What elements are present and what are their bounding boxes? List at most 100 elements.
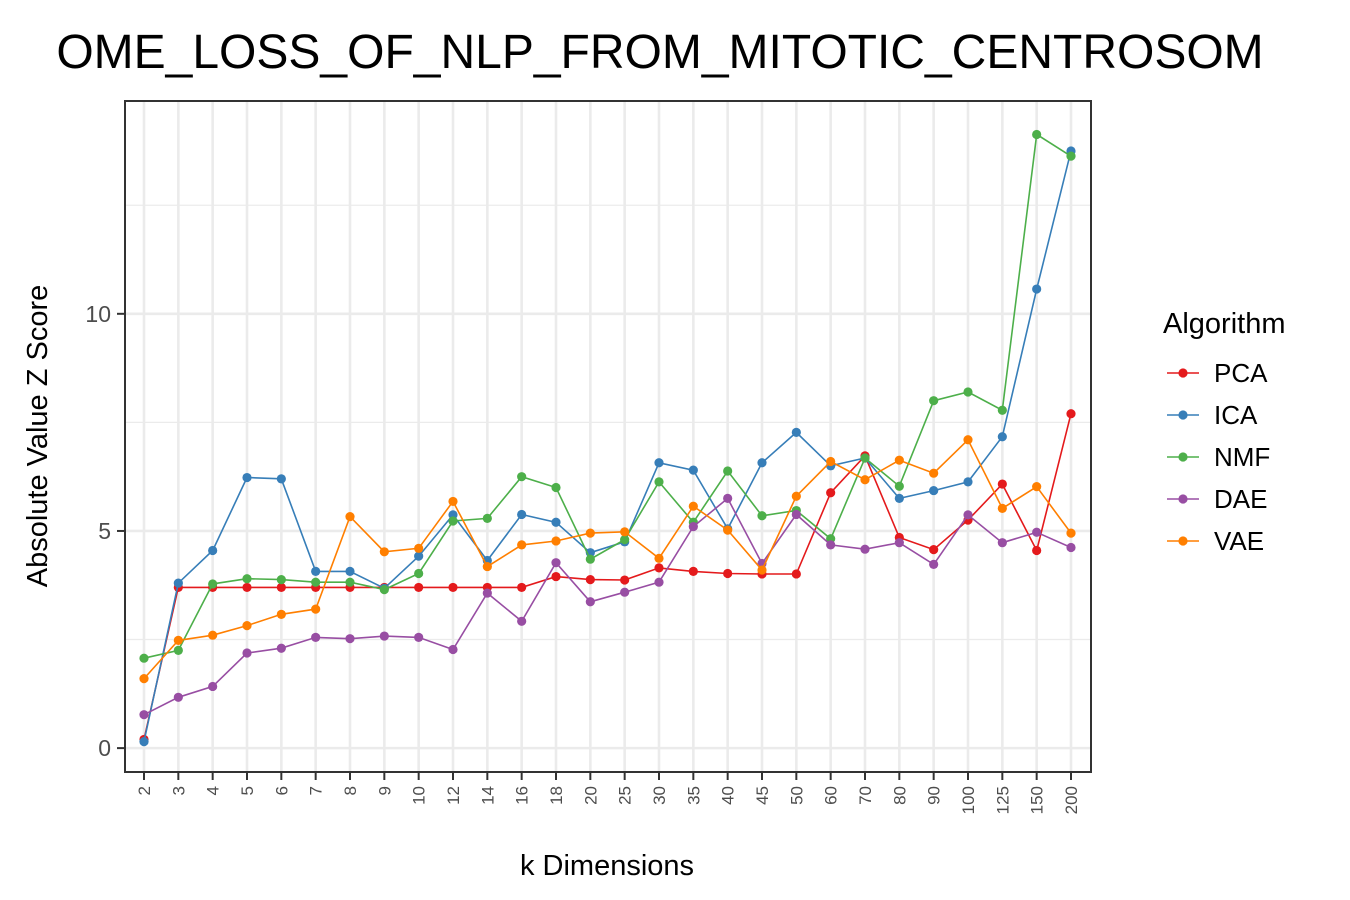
data-point-vae xyxy=(757,565,767,575)
data-point-pca xyxy=(448,582,458,593)
data-point-nmf xyxy=(379,584,389,595)
data-point-nmf xyxy=(242,574,252,584)
x-tick-label: 50 xyxy=(787,786,806,805)
data-point-dae xyxy=(276,643,286,653)
data-point-ica xyxy=(311,566,321,576)
series-line-nmf xyxy=(143,133,1072,659)
data-point-nmf xyxy=(860,453,870,463)
data-point-vae xyxy=(688,501,698,511)
data-point-dae xyxy=(173,692,183,702)
legend-label: VAE xyxy=(1214,526,1264,556)
legend-key-point xyxy=(1178,452,1188,462)
x-tick-label: 5 xyxy=(238,786,257,795)
x-tick-label: 4 xyxy=(204,786,223,795)
series-ica xyxy=(139,146,1076,747)
data-point-vae xyxy=(551,536,561,546)
legend-item-ica: ICA xyxy=(1167,400,1258,430)
x-tick-label: 8 xyxy=(341,786,360,795)
data-point-nmf xyxy=(173,645,183,655)
x-tick-label: 2 xyxy=(135,786,154,795)
data-point-pca xyxy=(551,571,561,582)
data-point-vae xyxy=(963,435,973,445)
x-tick-label: 45 xyxy=(753,786,772,805)
data-point-dae xyxy=(208,681,218,692)
data-point-nmf xyxy=(585,554,595,564)
legend-item-dae: DAE xyxy=(1167,484,1267,514)
data-point-vae xyxy=(723,525,733,535)
data-point-ica xyxy=(242,472,252,483)
data-point-vae xyxy=(826,456,836,467)
data-point-pca xyxy=(1066,409,1076,419)
data-point-nmf xyxy=(894,481,904,491)
data-point-vae xyxy=(276,609,286,619)
y-axis-title: Absolute Value Z Score xyxy=(22,285,54,588)
x-tick-label: 10 xyxy=(410,786,429,805)
data-point-vae xyxy=(173,635,183,646)
data-point-pca xyxy=(620,575,630,585)
data-point-dae xyxy=(826,540,836,550)
data-point-vae xyxy=(1066,528,1076,538)
data-point-dae xyxy=(551,558,561,568)
data-point-vae xyxy=(585,528,595,538)
data-point-nmf xyxy=(139,653,149,663)
data-point-nmf xyxy=(345,577,355,587)
data-point-dae xyxy=(1066,542,1076,553)
data-point-pca xyxy=(276,582,286,593)
data-point-nmf xyxy=(997,405,1007,415)
data-point-pca xyxy=(517,582,527,593)
series-nmf xyxy=(139,129,1076,663)
data-point-pca xyxy=(585,575,595,585)
y-tick-label: 0 xyxy=(98,735,111,761)
data-point-pca xyxy=(688,566,698,576)
series-layer xyxy=(139,129,1076,747)
x-tick-label: 200 xyxy=(1062,786,1081,814)
x-tick-label: 6 xyxy=(272,786,291,795)
data-point-vae xyxy=(791,491,801,501)
plot-panel-border xyxy=(124,100,1092,773)
data-point-dae xyxy=(1032,527,1042,537)
legend-key-point xyxy=(1178,494,1188,504)
data-point-dae xyxy=(860,544,870,554)
data-point-nmf xyxy=(311,577,321,587)
series-line-pca xyxy=(143,413,1072,740)
legend-label: ICA xyxy=(1214,400,1258,430)
data-point-ica xyxy=(139,736,149,747)
data-point-dae xyxy=(311,632,321,642)
legend-item-vae: VAE xyxy=(1167,526,1264,556)
data-point-nmf xyxy=(517,472,527,482)
x-tick-label: 40 xyxy=(719,786,738,805)
x-tick-label: 25 xyxy=(616,786,635,805)
data-point-dae xyxy=(997,538,1007,548)
x-tick-label: 30 xyxy=(650,786,669,805)
data-point-nmf xyxy=(551,482,561,493)
data-point-vae xyxy=(448,496,458,507)
legend-key-point xyxy=(1178,368,1188,378)
data-point-vae xyxy=(208,630,218,640)
data-point-ica xyxy=(688,465,698,475)
data-point-pca xyxy=(791,569,801,579)
legend-label: DAE xyxy=(1214,484,1267,514)
data-point-nmf xyxy=(1032,129,1042,140)
data-point-dae xyxy=(929,559,939,570)
legend-title: Algorithm xyxy=(1163,308,1286,340)
data-point-dae xyxy=(448,644,458,655)
data-point-dae xyxy=(791,509,801,520)
series-line-vae xyxy=(143,438,1072,680)
data-point-ica xyxy=(997,432,1007,442)
legend-item-pca: PCA xyxy=(1167,358,1268,388)
data-point-dae xyxy=(345,634,355,644)
x-tick-label: 90 xyxy=(925,786,944,805)
data-point-ica xyxy=(1032,284,1042,294)
data-point-pca xyxy=(997,479,1007,489)
data-point-vae xyxy=(482,561,492,572)
x-tick-label: 20 xyxy=(581,786,600,805)
legend-key-point xyxy=(1178,536,1188,546)
data-point-dae xyxy=(139,710,149,720)
legend-label: PCA xyxy=(1214,358,1268,388)
x-tick-label: 70 xyxy=(856,786,875,805)
data-point-dae xyxy=(414,632,424,642)
x-tick-label: 100 xyxy=(959,786,978,814)
x-tick-label: 80 xyxy=(890,786,909,805)
data-point-nmf xyxy=(1066,151,1076,161)
x-tick-label: 3 xyxy=(169,786,188,795)
